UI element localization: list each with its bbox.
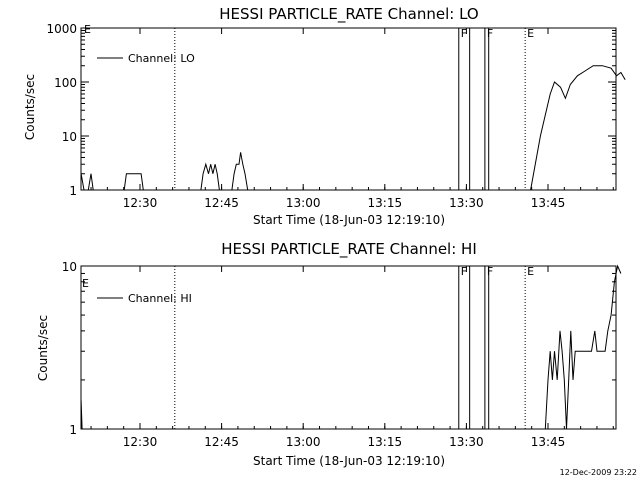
x-tick-label: 13:30 — [449, 196, 484, 210]
left-event-flag: E — [84, 23, 91, 36]
x-tick-label: 13:45 — [531, 196, 566, 210]
x-tick-label: 12:45 — [204, 196, 239, 210]
y-tick-label: 100 — [54, 76, 77, 90]
legend-label: Channel: LO — [128, 52, 195, 65]
x-tick-label: 13:45 — [531, 435, 566, 449]
x-axis-label: Start Time (18-Jun-03 12:19:10) — [253, 454, 445, 468]
panel-hi: HESSI PARTICLE_RATE Channel: HI Counts/s… — [36, 240, 622, 468]
x-tick-label: 12:30 — [123, 435, 158, 449]
x-tick-label: 12:30 — [123, 196, 158, 210]
left-event-flag: E — [82, 277, 89, 290]
plot-frame — [80, 265, 617, 430]
y-tick-label: 1000 — [46, 22, 77, 36]
panel-title: HESSI PARTICLE_RATE Channel: LO — [219, 5, 478, 24]
panel-marks: 12:30 12:45 13:00 13:15 13:30 13:45 1 10 100 1000… — [46, 22, 626, 210]
x-tick-label: 12:45 — [204, 435, 239, 449]
x-tick-label: 13:15 — [368, 435, 403, 449]
event-label: E — [527, 27, 534, 40]
y-axis-label: Counts/sec — [23, 74, 37, 140]
y-tick-label: 1 — [69, 423, 77, 437]
x-tick-label: 13:00 — [286, 435, 321, 449]
y-axis-label: Counts/sec — [36, 315, 50, 381]
event-label: F — [461, 27, 467, 40]
x-axis-label: Start Time (18-Jun-03 12:19:10) — [253, 213, 445, 227]
x-tick-label: 13:30 — [449, 435, 484, 449]
legend-label: Channel: HI — [128, 292, 192, 305]
event-label: F — [461, 265, 467, 278]
panel-marks: 12:30 12:45 13:00 13:15 13:30 13:45 1 10 F F E — [62, 260, 622, 449]
event-label: F — [487, 265, 493, 278]
x-tick-label: 13:00 — [286, 196, 321, 210]
panel-title: HESSI PARTICLE_RATE Channel: HI — [221, 240, 477, 259]
panel-lo: HESSI PARTICLE_RATE Channel: LO Counts/s… — [23, 5, 626, 227]
footer-timestamp: 12-Dec-2009 23:22 — [560, 468, 637, 477]
plot-frame — [80, 27, 617, 191]
event-label: F — [487, 27, 493, 40]
event-label: E — [527, 265, 534, 278]
y-tick-label: 10 — [62, 260, 77, 274]
x-tick-label: 13:15 — [368, 196, 403, 210]
y-tick-label: 10 — [62, 130, 77, 144]
y-tick-label: 1 — [69, 184, 77, 198]
